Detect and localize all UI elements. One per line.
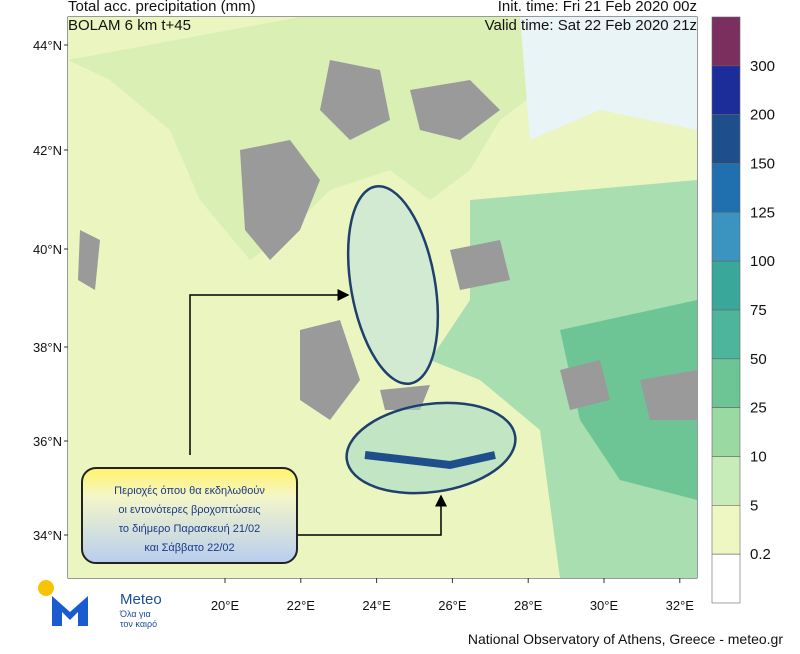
lon-label: 32°E <box>666 598 695 613</box>
colorbar-label: 75 <box>750 302 767 319</box>
lon-label: 20°E <box>211 598 240 613</box>
colorbar-box <box>711 407 741 457</box>
lon-label: 22°E <box>287 598 316 613</box>
logo-sun <box>38 580 54 596</box>
colorbar-label: 50 <box>750 351 767 368</box>
colorbar-box <box>711 163 741 213</box>
logo-name: Meteo <box>120 591 162 608</box>
annotation-line: και Σάββατο 22/02 <box>144 542 234 554</box>
lon-label: 30°E <box>590 598 619 613</box>
colorbar-box <box>711 114 741 164</box>
colorbar-box <box>711 309 741 360</box>
colorbar-label: 25 <box>750 400 767 417</box>
colorbar-box <box>711 212 741 262</box>
lon-label: 28°E <box>514 598 543 613</box>
annotation-line: το διήμερο Παρασκευή 21/02 <box>119 523 261 535</box>
colorbar-box <box>711 456 741 506</box>
colorbar-label: 0.2 <box>750 546 771 563</box>
colorbar-box <box>711 358 741 408</box>
lat-label: 40°N <box>33 242 62 257</box>
lon-label: 24°E <box>362 598 391 613</box>
colorbar-label: 200 <box>750 107 775 124</box>
footer: National Observatory of Athens, Greece -… <box>468 631 783 647</box>
colorbar-label: 10 <box>750 449 767 466</box>
lat-label: 38°N <box>33 340 62 355</box>
annotation-line: οι εντονότερες βροχοπτώσεις <box>118 504 260 516</box>
logo-tagline: Όλα για <box>119 609 151 619</box>
map <box>67 16 698 579</box>
lat-label: 34°N <box>33 528 62 543</box>
valid-time: Valid time: Sat 22 Feb 2020 21z <box>485 17 697 34</box>
annotation-line: Περιοχές όπου θα εκδηλωθούν <box>114 485 265 497</box>
lon-label: 26°E <box>438 598 467 613</box>
colorbar-label: 125 <box>750 204 775 221</box>
lat-label: 36°N <box>33 434 62 449</box>
colorbar-box <box>711 505 741 555</box>
logo-mark <box>52 596 88 626</box>
logo-tagline: τον καιρό <box>120 619 157 629</box>
colorbar-box <box>711 553 741 604</box>
annotation-box <box>81 467 298 564</box>
lat-label: 42°N <box>33 143 62 158</box>
lat-label: 44°N <box>33 38 62 53</box>
title: Total acc. precipitation (mm) <box>68 0 256 15</box>
colorbar-label: 5 <box>750 497 758 514</box>
colorbar-label: 150 <box>750 156 775 173</box>
model: BOLAM 6 km t+45 <box>68 17 191 34</box>
init-time: Init. time: Fri 21 Feb 2020 00z <box>498 0 697 15</box>
colorbar-box <box>711 16 741 67</box>
colorbar-box <box>711 260 741 311</box>
colorbar-label: 100 <box>750 253 775 270</box>
colorbar-label: 300 <box>750 58 775 75</box>
land-patch <box>78 60 697 420</box>
colorbar-box <box>711 65 741 115</box>
